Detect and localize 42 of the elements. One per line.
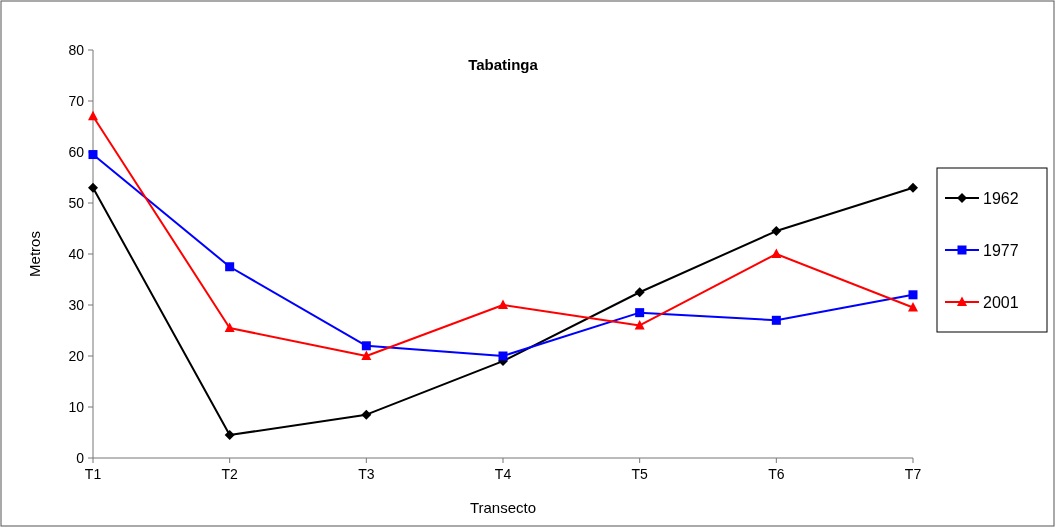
point (88, 110, 98, 121)
x-tick-label: T4 (494, 466, 512, 482)
point (498, 299, 508, 309)
point (634, 319, 645, 330)
point (224, 322, 235, 332)
point (908, 182, 918, 193)
point (771, 315, 781, 325)
x-tick-label: T5 (631, 466, 649, 482)
y-tick-label: 50 (68, 194, 85, 211)
x-tick-label: T7 (904, 466, 922, 482)
y-tick-label: 70 (68, 92, 85, 109)
y-tick-label: 0 (76, 449, 85, 466)
legend-label: 2001 (983, 293, 1019, 311)
point (635, 308, 645, 318)
x-axis-title: Transecto (469, 499, 537, 516)
point (498, 351, 508, 361)
x-tick-label: T2 (221, 466, 239, 482)
y-tick-label: 40 (68, 245, 85, 262)
point (88, 150, 98, 160)
point (361, 409, 372, 420)
point (361, 350, 372, 360)
x-tick-label: T6 (768, 466, 785, 482)
point (771, 226, 782, 237)
x-tick-label: T3 (358, 466, 375, 482)
legend-label: 1977 (983, 241, 1019, 259)
y-axis-title: Metros (26, 231, 43, 277)
y-tick-label: 80 (68, 41, 85, 58)
chart-title: Tabatinga (468, 56, 539, 73)
point (634, 287, 645, 298)
legend-label: 1962 (983, 189, 1019, 207)
point (88, 182, 98, 193)
y-tick-label: 60 (68, 143, 85, 160)
x-tick-label: T1 (84, 466, 102, 482)
point (361, 341, 371, 351)
point (225, 262, 235, 272)
point (908, 290, 918, 300)
point (224, 430, 235, 441)
y-tick-label: 10 (68, 398, 85, 415)
point (908, 302, 918, 312)
point (771, 248, 782, 258)
y-tick-label: 20 (68, 347, 85, 364)
y-tick-label: 30 (68, 296, 85, 313)
